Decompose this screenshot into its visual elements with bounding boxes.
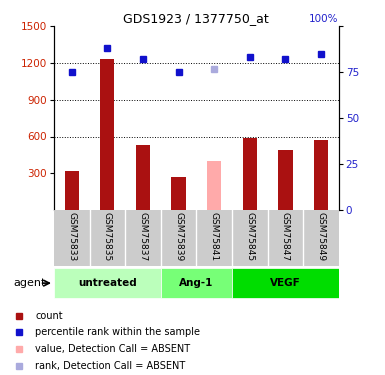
Bar [90, 210, 125, 266]
FancyBboxPatch shape [161, 268, 232, 298]
Text: GSM75833: GSM75833 [67, 211, 76, 261]
Bar [303, 210, 339, 266]
Bar [171, 177, 186, 210]
Text: agent: agent [14, 278, 46, 288]
Bar [65, 171, 79, 210]
Text: GSM75841: GSM75841 [210, 211, 219, 261]
Text: VEGF: VEGF [270, 278, 301, 288]
Bar [207, 161, 221, 210]
Bar [268, 210, 303, 266]
Text: GSM75839: GSM75839 [174, 211, 183, 261]
Bar [100, 59, 114, 210]
Text: percentile rank within the sample: percentile rank within the sample [35, 327, 200, 338]
Bar [243, 138, 257, 210]
FancyBboxPatch shape [232, 268, 339, 298]
Text: value, Detection Call = ABSENT: value, Detection Call = ABSENT [35, 344, 190, 354]
Text: GSM75837: GSM75837 [139, 211, 147, 261]
Text: 100%: 100% [309, 14, 339, 24]
Bar [136, 145, 150, 210]
Text: GSM75849: GSM75849 [316, 211, 325, 261]
Text: Ang-1: Ang-1 [179, 278, 214, 288]
Bar [232, 210, 268, 266]
Text: rank, Detection Call = ABSENT: rank, Detection Call = ABSENT [35, 361, 185, 371]
Text: untreated: untreated [78, 278, 137, 288]
Bar [196, 210, 232, 266]
Text: GSM75845: GSM75845 [245, 211, 254, 261]
Title: GDS1923 / 1377750_at: GDS1923 / 1377750_at [124, 12, 269, 25]
Bar [161, 210, 196, 266]
FancyBboxPatch shape [54, 268, 161, 298]
Text: GSM75835: GSM75835 [103, 211, 112, 261]
Bar [54, 210, 90, 266]
Bar [125, 210, 161, 266]
Bar [278, 150, 293, 210]
Text: count: count [35, 310, 63, 321]
Bar [314, 140, 328, 210]
Text: GSM75847: GSM75847 [281, 211, 290, 261]
